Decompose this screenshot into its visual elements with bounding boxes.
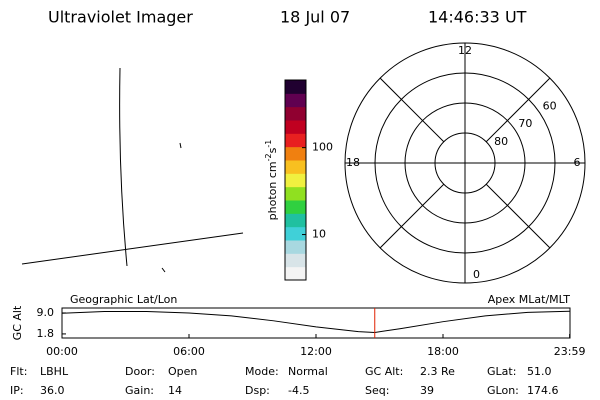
field-value: -4.5 (288, 384, 309, 397)
x-tick-label: 00:00 (46, 345, 78, 358)
field-label: IP: (10, 384, 24, 397)
y-tick-label: 1.8 (37, 327, 55, 340)
altitude-frame (61, 307, 571, 339)
title: Ultraviolet Imager (48, 8, 193, 27)
right-title: Apex MLat/MLT (488, 293, 571, 306)
color-band (285, 160, 306, 174)
polar-diagonal (379, 77, 445, 143)
field-value: LBHL (40, 365, 69, 378)
field-label: Seq: (365, 384, 389, 397)
coastline (119, 67, 128, 267)
color-band (285, 200, 306, 214)
color-band (285, 240, 306, 254)
coastline (179, 142, 182, 149)
y-axis-label: GC Alt (11, 305, 24, 340)
field-label: Mode: (245, 365, 279, 378)
ring-label: 70 (518, 117, 532, 130)
field-value: Normal (288, 365, 328, 378)
y-tick-label: 9.0 (37, 306, 55, 319)
x-tick-label: 12:00 (300, 345, 332, 358)
polar-diagonal (379, 183, 445, 249)
color-band (285, 173, 306, 188)
color-band (285, 106, 306, 121)
x-tick-label: 18:00 (427, 345, 459, 358)
field-label: Door: (125, 365, 155, 378)
color-band (285, 266, 306, 281)
mlt-label: 6 (574, 156, 581, 169)
colorbar-frame (284, 79, 307, 281)
label-part: -1 (264, 140, 273, 148)
field-label: Gain: (125, 384, 154, 397)
field-value: Open (168, 365, 197, 378)
color-band (285, 213, 306, 228)
ring-label: 60 (543, 100, 557, 113)
field-label: GLat: (487, 365, 516, 378)
field-value: 174.6 (527, 384, 559, 397)
label-part: photon cm (266, 161, 279, 220)
polar-diagonal (485, 183, 551, 249)
ring-label: 80 (494, 135, 508, 148)
field-label: Dsp: (245, 384, 270, 397)
colorbar-label: photon cm-2s-1 (264, 140, 279, 221)
mlt-label: 18 (346, 156, 360, 169)
x-tick-label: 06:00 (173, 345, 205, 358)
mlt-label: 12 (458, 44, 472, 57)
field-label: GC Alt: (365, 365, 403, 378)
color-band (285, 93, 306, 108)
label-part: s (266, 147, 279, 153)
field-value: 14 (168, 384, 182, 397)
color-band (285, 133, 306, 148)
field-value: 39 (420, 384, 434, 397)
field-label: Flt: (10, 365, 27, 378)
polar-diagonal (485, 77, 551, 143)
altitude-line (61, 310, 570, 333)
colorbar-tick-label: 100 (312, 141, 333, 154)
coastline (161, 267, 166, 273)
label-part: -2 (264, 153, 273, 161)
field-value: 2.3 Re (420, 365, 455, 378)
field-value: 51.0 (527, 365, 552, 378)
geographic-map (21, 67, 244, 273)
color-band (285, 226, 306, 241)
mlt-label: 0 (473, 268, 480, 281)
time: 14:46:33 UT (428, 8, 527, 27)
field-value: 36.0 (40, 384, 65, 397)
x-tick-label: 23:59 (554, 345, 586, 358)
color-band (285, 80, 306, 94)
date: 18 Jul 07 (280, 8, 350, 27)
colorbar-tick-label: 10 (312, 228, 326, 241)
color-band (285, 146, 306, 161)
left-title: Geographic Lat/Lon (70, 293, 177, 306)
color-band (285, 253, 306, 268)
color-band (285, 120, 306, 134)
field-label: GLon: (487, 384, 519, 397)
color-band (285, 186, 306, 201)
coastline (21, 232, 244, 265)
